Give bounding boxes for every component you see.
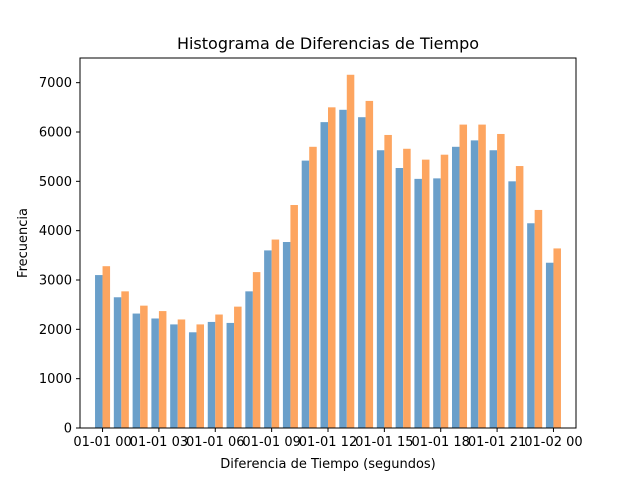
x-axis-label: Diferencia de Tiempo (segundos) [220,457,436,472]
bar-series-1-15 [376,150,385,428]
bar-series-2-22 [515,166,524,429]
bar-series-2-8 [252,272,261,428]
y-tick-label-0: 0 [64,422,72,437]
bar-series-2-2 [140,305,148,428]
bar-series-1-19 [452,146,460,429]
y-tick-label-3: 3000 [39,274,72,289]
bar-series-1-7 [226,322,235,428]
bar-series-2-20 [478,124,486,428]
bar-series-2-6 [215,314,223,428]
x-tick-label-7: 01-01 21 [468,435,526,450]
bar-series-1-20 [470,140,479,428]
y-tick-label-5: 5000 [39,175,72,190]
bar-series-2-4 [177,319,186,428]
bar-series-1-16 [395,168,404,428]
bar-series-2-0 [102,266,111,428]
chart-title: Histograma de Diferencias de Tiempo [177,34,479,53]
bar-series-2-24 [553,248,561,428]
y-tick-label-4: 4000 [39,224,72,239]
bar-series-1-5 [188,332,197,428]
bar-series-1-8 [245,291,253,428]
x-tick-label-4: 01-01 12 [299,435,357,450]
bar-series-2-1 [121,291,129,428]
x-tick-label-3: 01-01 09 [242,435,300,450]
bar-series-1-21 [489,150,498,428]
bar-series-1-17 [414,178,422,428]
y-tick-label-1: 1000 [39,372,72,387]
y-tick-label-6: 6000 [39,126,72,141]
x-tick-label-1: 01-01 03 [130,435,188,450]
bar-series-2-15 [384,134,392,428]
x-tick-label-8: 01-02 00 [524,435,582,450]
y-axis-label: Frecuencia [16,208,31,278]
bar-series-1-4 [170,324,178,428]
bar-series-2-14 [365,100,374,429]
bar-series-2-3 [158,311,167,428]
bar-series-1-12 [320,122,328,428]
bar-series-1-18 [433,178,441,428]
x-tick-label-6: 01-01 18 [412,435,470,450]
bar-series-2-10 [290,205,298,428]
bar-series-1-23 [527,223,535,428]
bar-series-2-19 [459,124,468,428]
bar-series-1-6 [207,321,216,428]
bar-series-2-5 [196,324,204,428]
bar-series-1-22 [508,181,516,428]
y-tick-label-2: 2000 [39,323,72,338]
bar-series-1-1 [113,297,122,428]
bar-series-1-0 [95,275,103,428]
bar-series-2-12 [328,107,336,428]
bar-series-2-11 [309,146,317,429]
bar-series-1-9 [264,250,272,428]
bars-layer [95,74,561,429]
bar-series-2-7 [234,306,242,428]
y-tick-label-7: 7000 [39,76,72,91]
bar-series-2-21 [497,133,505,428]
bar-series-1-14 [358,117,366,428]
bar-series-2-9 [271,239,280,428]
x-tick-label-5: 01-01 15 [355,435,413,450]
plot-frame [79,57,577,429]
bar-series-2-16 [403,148,411,428]
bar-series-1-3 [151,318,159,428]
bar-series-1-11 [301,160,310,429]
bar-series-2-18 [440,154,449,428]
bar-series-1-10 [282,242,291,428]
x-tick-label-2: 01-01 06 [186,435,244,450]
bar-series-2-13 [346,74,355,429]
bar-series-1-2 [132,313,141,428]
bar-series-1-13 [339,109,347,429]
x-tick-label-0: 01-01 00 [73,435,131,450]
bar-series-2-17 [421,159,430,428]
bar-series-2-23 [534,209,543,428]
bar-series-1-24 [545,262,554,428]
